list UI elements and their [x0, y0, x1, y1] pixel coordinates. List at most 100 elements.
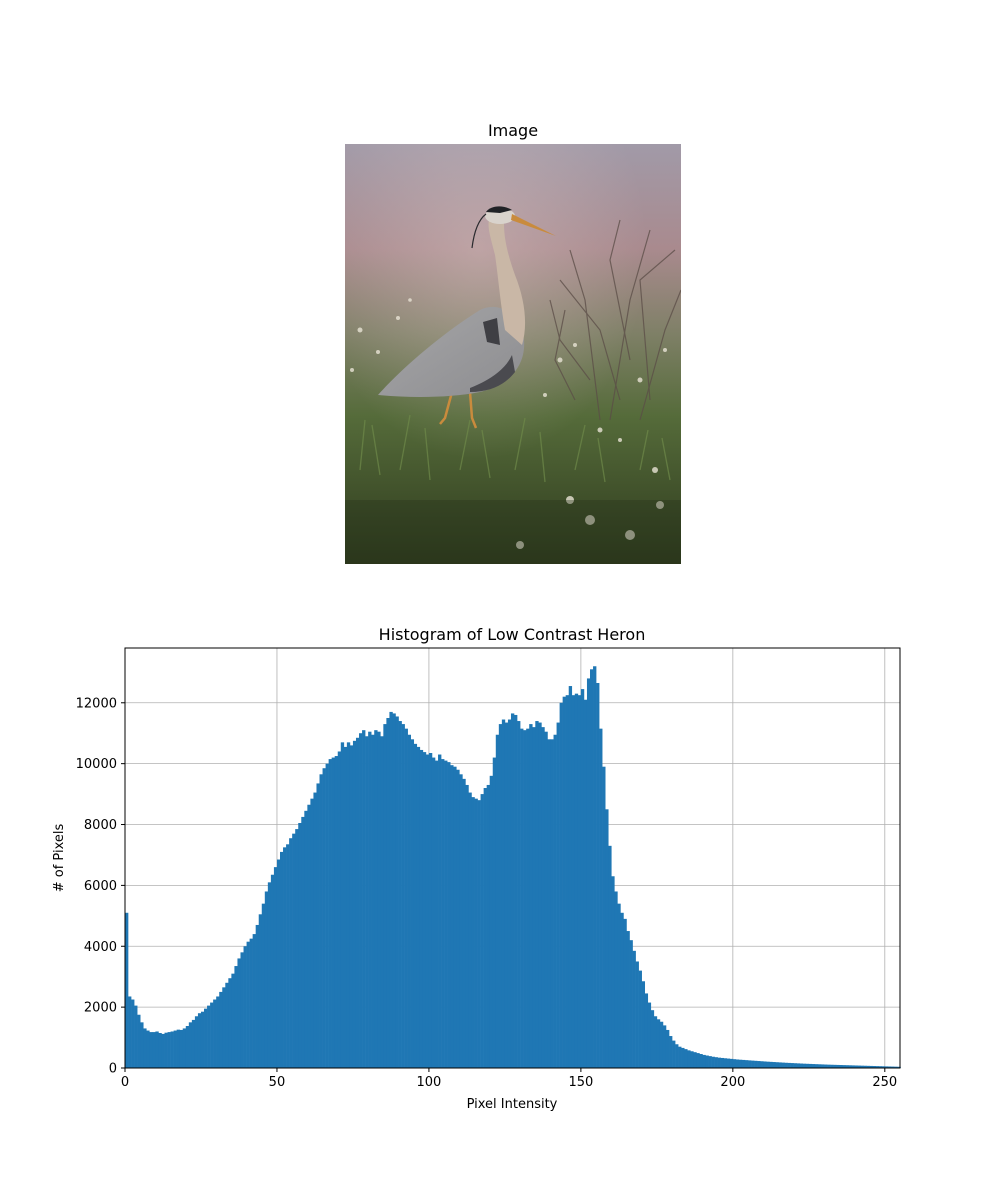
- histogram-bar: [349, 745, 354, 1068]
- histogram-bar: [866, 1065, 870, 1068]
- histogram-bar: [717, 1057, 721, 1068]
- histogram-bar: [796, 1063, 801, 1068]
- histogram-bar: [270, 874, 275, 1068]
- histogram-bar: [711, 1056, 715, 1068]
- histogram-bar: [696, 1053, 700, 1068]
- histogram-bar: [380, 736, 384, 1068]
- histogram-bar: [845, 1065, 849, 1068]
- histogram-bar: [605, 809, 609, 1068]
- y-tick-label: 0: [109, 1062, 117, 1077]
- histogram-bar: [225, 982, 229, 1068]
- histogram-bar: [577, 695, 582, 1068]
- histogram-bar: [197, 1013, 202, 1068]
- histogram-bar: [298, 823, 302, 1068]
- histogram-bar: [371, 734, 375, 1068]
- histogram-bar: [523, 730, 527, 1068]
- histogram-bar: [805, 1063, 810, 1068]
- histogram-bar: [431, 757, 436, 1068]
- histogram-bar: [456, 769, 460, 1068]
- x-axis-label: Pixel Intensity: [467, 1097, 558, 1112]
- histogram-bar: [188, 1022, 193, 1068]
- x-axis-ticks: 0 50 100 150 200 250: [121, 1068, 897, 1090]
- histogram-bar: [237, 958, 241, 1068]
- histogram-bar: [590, 669, 594, 1068]
- histogram-bar: [340, 742, 345, 1068]
- histogram-bar: [194, 1016, 199, 1068]
- histogram-bar: [149, 1032, 153, 1068]
- x-tick-label: 250: [872, 1075, 897, 1090]
- x-tick-label: 150: [568, 1075, 593, 1090]
- histogram-bar: [404, 728, 408, 1068]
- histogram-bar: [337, 751, 342, 1068]
- histogram-bar: [355, 737, 360, 1068]
- histogram-bar: [243, 946, 247, 1068]
- histogram-bar: [374, 730, 378, 1068]
- histogram-bar: [216, 996, 220, 1068]
- histogram-bar: [444, 760, 448, 1068]
- histogram-bar: [790, 1063, 794, 1068]
- heron-neck: [488, 212, 526, 345]
- histogram-bar: [647, 1002, 652, 1068]
- histogram-bar: [322, 768, 326, 1068]
- histogram-bar: [538, 722, 542, 1068]
- histogram-bar: [544, 731, 548, 1068]
- histogram-bar: [140, 1022, 144, 1068]
- histogram-bar: [632, 950, 636, 1068]
- histogram-bar: [593, 666, 597, 1068]
- histogram-bar: [729, 1058, 734, 1068]
- histogram-bar: [586, 678, 591, 1068]
- histogram-bar: [738, 1059, 743, 1068]
- histogram-bar: [453, 766, 457, 1068]
- histogram-bar: [875, 1066, 880, 1068]
- histogram-bar: [161, 1033, 165, 1068]
- heron-legs: [439, 391, 478, 429]
- histogram-bar: [489, 775, 494, 1068]
- flowers: [350, 298, 667, 549]
- histogram-bar: [526, 728, 530, 1068]
- histogram-bar: [745, 1060, 749, 1068]
- histogram-bar: [416, 746, 421, 1068]
- bush-branches: [549, 219, 681, 421]
- histogram-bar: [820, 1064, 825, 1068]
- histogram-bar: [164, 1032, 168, 1068]
- heron-beak: [511, 214, 556, 236]
- histogram-bar: [316, 783, 320, 1068]
- histogram-bar: [726, 1058, 731, 1068]
- histogram-bar: [507, 719, 512, 1068]
- histogram-bar: [553, 734, 557, 1068]
- histogram-bar: [863, 1065, 867, 1068]
- histogram-bar: [547, 739, 551, 1068]
- histogram-bar: [817, 1064, 822, 1068]
- histogram-bar: [574, 693, 579, 1068]
- histogram-bar: [851, 1065, 855, 1068]
- histogram-bar: [802, 1063, 807, 1068]
- histogram-bar: [173, 1030, 177, 1068]
- histogram-bar: [389, 711, 393, 1068]
- histogram-bar: [644, 993, 649, 1068]
- histogram-bar: [681, 1047, 685, 1068]
- histogram-bar: [158, 1033, 162, 1068]
- histogram-bar: [541, 727, 545, 1068]
- histogram-bar: [869, 1065, 873, 1068]
- histogram-bar: [881, 1066, 886, 1068]
- histogram-bar: [280, 851, 284, 1068]
- histogram-bar: [608, 845, 612, 1068]
- histogram-bar: [830, 1064, 834, 1068]
- histogram-bar: [325, 763, 329, 1068]
- histogram-bars: [125, 666, 901, 1068]
- histogram-bar: [626, 931, 630, 1068]
- histogram-bar: [128, 996, 132, 1068]
- histogram-bar: [599, 728, 603, 1068]
- grass-blades: [359, 414, 671, 483]
- histogram-bar: [602, 766, 606, 1068]
- histogram-bar: [131, 999, 135, 1068]
- plot-frame: [124, 647, 901, 1069]
- histogram-bar: [741, 1059, 746, 1068]
- y-tick-label: 8000: [84, 818, 117, 833]
- heron-belly: [470, 355, 515, 392]
- histogram-bar: [419, 749, 424, 1068]
- histogram-bar: [167, 1032, 171, 1068]
- histogram-bar: [495, 734, 500, 1068]
- histogram-bar: [383, 724, 387, 1068]
- histogram-bar: [799, 1063, 804, 1068]
